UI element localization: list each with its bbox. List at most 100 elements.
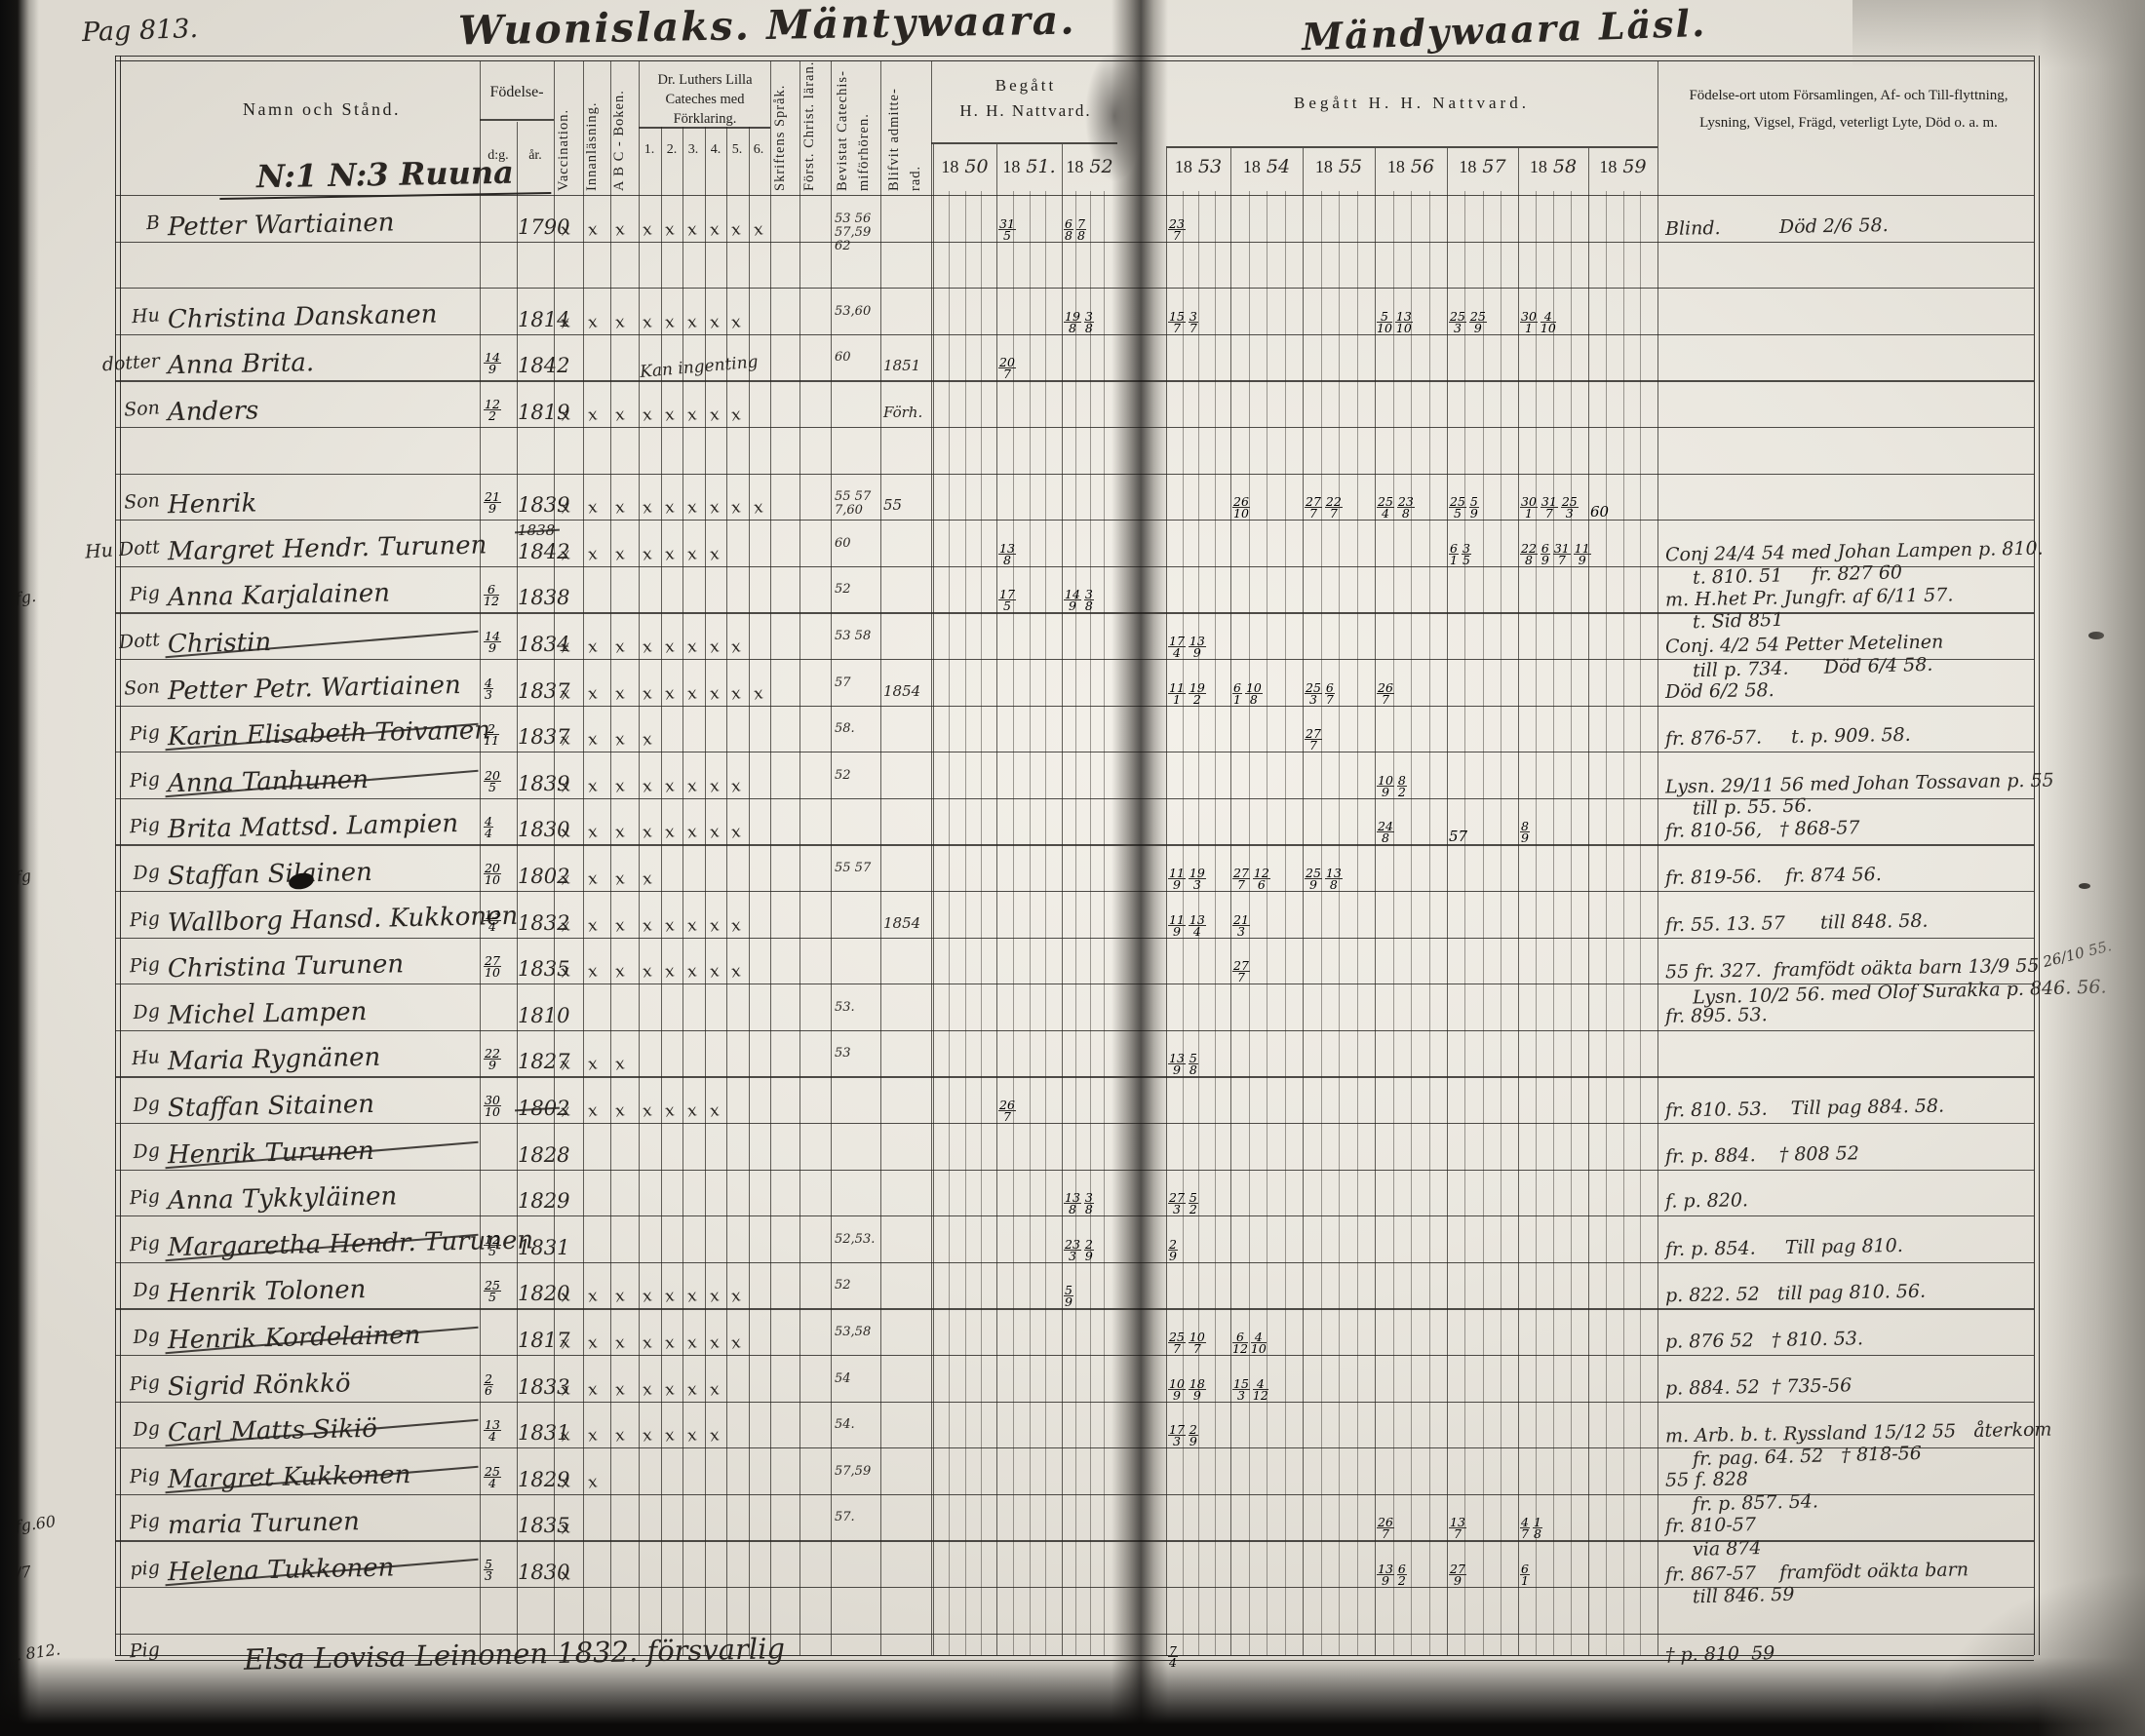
- column-rule: [880, 60, 882, 1655]
- check-mark: x: [559, 1472, 572, 1493]
- catechism-col-number: 4.: [710, 142, 722, 157]
- communion-cell: 27 7: [1305, 722, 1375, 752]
- margin-status-label: Son: [123, 675, 161, 700]
- communion-year-header: 18 56: [1375, 156, 1447, 177]
- check-mark: x: [613, 682, 627, 705]
- check-mark: x: [663, 914, 677, 937]
- communion-date-mark: 15 7: [1168, 308, 1186, 335]
- year-printed-prefix: 18: [1314, 157, 1333, 176]
- entry-note: m. Arb. b. t. Ryssland 15/12 55 återkom: [1664, 1418, 2052, 1447]
- communion-date-mark: 10 7: [1188, 1330, 1206, 1356]
- check-mark: x: [708, 312, 722, 333]
- communion-date-mark: 27 7: [1305, 726, 1322, 753]
- birth-year: 1838: [518, 586, 570, 610]
- check-mark: x: [708, 637, 722, 658]
- entry-name: Henrik: [167, 488, 257, 521]
- communion-date-mark: 17 4: [1168, 634, 1186, 660]
- notes-column-header-2: Lysning, Vigsel, Frägd, veterligt Lyte, …: [1699, 115, 1998, 131]
- communion-subrule: [1536, 191, 1537, 1655]
- communion-subrule: [1553, 191, 1554, 1655]
- communion-date-mark: 20 5: [484, 767, 501, 794]
- check-mark: x: [685, 1286, 699, 1308]
- communion-date-mark: 11 9: [1573, 540, 1591, 567]
- check-mark: x: [586, 405, 600, 426]
- entry-note-second-line: via 874: [1692, 1537, 1762, 1562]
- communion-subrule: [1198, 191, 1199, 1655]
- entry-note-second-line: t. 810. 51 fr. 827 60: [1692, 560, 1903, 589]
- communion-date-mark: 23 8: [1396, 494, 1415, 521]
- birth-year: 1790: [518, 214, 570, 239]
- year-handwritten-digits: 58: [1546, 156, 1578, 177]
- communion-subrule: [1103, 191, 1105, 1655]
- entry-note-second-line: till 846. 59: [1692, 1583, 1795, 1608]
- communion-date-mark: 12 5: [484, 1231, 501, 1258]
- communion-year-rule: [1062, 144, 1064, 1655]
- communion-date-mark: 19 2: [1188, 679, 1206, 707]
- communion-date-mark: 10 8: [1244, 679, 1263, 707]
- communion-cell: 27 7 22 7: [1305, 490, 1375, 520]
- scan-edge-bottom: [0, 1657, 2145, 1736]
- entry-note: fr. 895. 53.: [1664, 1003, 1768, 1027]
- communion-date-mark: 25 5: [1449, 494, 1466, 521]
- birth-year: 1814: [518, 307, 570, 331]
- check-mark: x: [708, 1286, 722, 1308]
- margin-status-label: Pig: [129, 1232, 161, 1256]
- margin-status-label: Hu Dott: [84, 536, 161, 563]
- row-ruling: [115, 1215, 2034, 1217]
- birth-year: 1839: [518, 493, 570, 518]
- check-mark: x: [708, 497, 722, 519]
- entry-note: 55 f. 828: [1664, 1468, 1749, 1491]
- communion-date-mark: 11 9: [1168, 911, 1186, 939]
- check-mark: x: [586, 544, 600, 565]
- margin-status-label: Dg: [132, 1000, 161, 1023]
- communion-subrule: [1571, 191, 1572, 1655]
- row-ruling: [115, 891, 2034, 893]
- check-mark: x: [559, 1564, 572, 1586]
- entry-name: maria Turunen: [167, 1507, 361, 1541]
- check-mark: x: [613, 822, 627, 844]
- check-mark: x: [708, 914, 722, 937]
- row-ruling: [115, 565, 2034, 568]
- column-header-attended-1: Bevistat Catechis-: [835, 70, 850, 191]
- communion-subrule: [1089, 191, 1091, 1655]
- entry-note: fr. 810-57: [1664, 1514, 1757, 1538]
- row-ruling: [115, 288, 2034, 289]
- communion-cell: 25 3 25 9: [1449, 305, 1518, 334]
- catechism-col-number: 2.: [666, 142, 678, 157]
- communion-date-mark: 31 5: [998, 215, 1016, 243]
- column-header-script-language: Skriftens Språk.: [772, 84, 788, 191]
- check-mark: x: [586, 1054, 600, 1076]
- book-gutter-shadow: [1112, 0, 1168, 1736]
- communion-cell: 26 7: [998, 1094, 1062, 1123]
- communion-date-mark: 13 4: [484, 1417, 501, 1445]
- check-mark: x: [708, 1100, 722, 1122]
- communion-cell: 13 9 5 8: [1168, 1047, 1230, 1076]
- column-header-vaccination: Vaccination.: [556, 108, 571, 191]
- entry-note: Död 6/2 58.: [1664, 678, 1774, 703]
- birth-year-subheader: år.: [528, 148, 542, 163]
- communion-cell: 30 1 31 7 25 3: [1520, 490, 1588, 520]
- communion-subrule: [1482, 191, 1484, 1655]
- check-mark: x: [641, 914, 654, 937]
- check-mark: x: [641, 1286, 654, 1308]
- examination-years: 55 57: [835, 861, 872, 875]
- check-mark: x: [663, 497, 677, 519]
- row-ruling: [115, 705, 2034, 707]
- row-ruling: [115, 473, 2034, 475]
- check-mark: x: [708, 822, 722, 844]
- row-ruling: [115, 1401, 2034, 1403]
- check-mark: x: [663, 218, 677, 241]
- entry-name: Henrik Tolonen: [167, 1275, 367, 1309]
- check-mark: x: [586, 312, 600, 333]
- margin-status-label: B: [145, 211, 161, 234]
- entry-note: Blind. Död 2/6 58.: [1664, 213, 1889, 240]
- check-mark: x: [685, 218, 699, 241]
- communion-cell: 31 5: [998, 212, 1062, 242]
- row-ruling: [115, 797, 2034, 800]
- communion-subrule: [1248, 191, 1250, 1655]
- communion-subrule: [1392, 191, 1394, 1655]
